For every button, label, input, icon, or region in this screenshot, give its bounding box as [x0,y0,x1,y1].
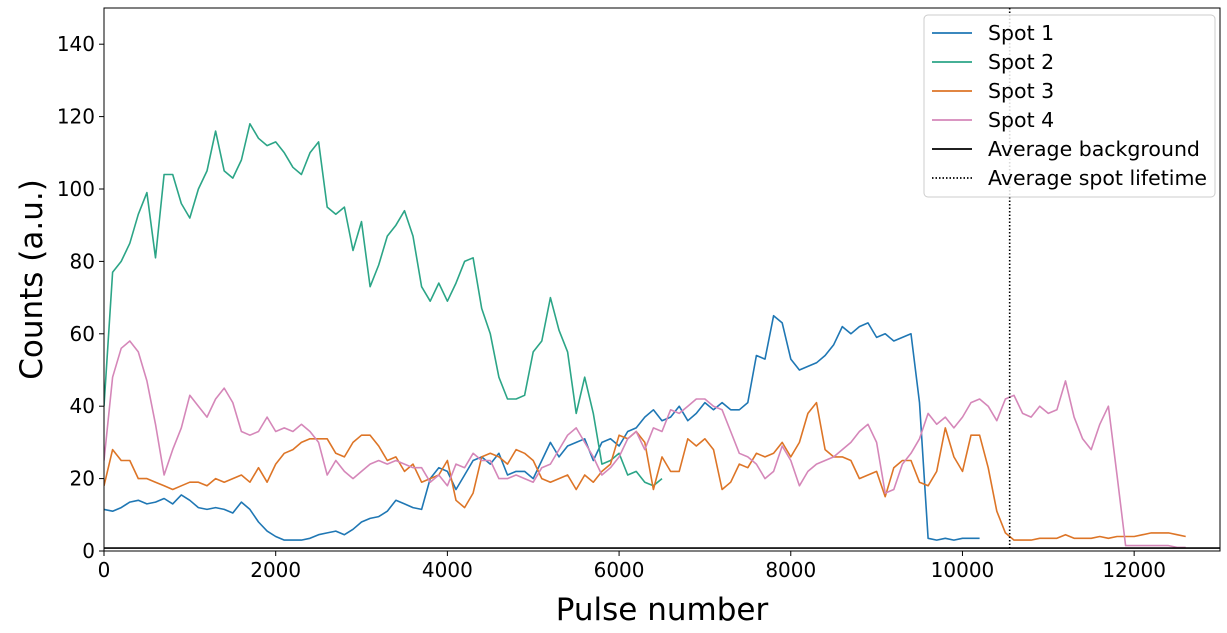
legend-label: Spot 1 [988,21,1054,45]
y-axis-title: Counts (a.u.) [14,179,50,380]
plot-frame [103,7,1221,552]
x-tick-label: 4000 [422,558,473,582]
legend: Spot 1 Spot 2 Spot 3 Spot 4 Average backgrou… [923,14,1216,198]
x-tick-label: 12000 [1102,558,1166,582]
x-tick-label: 8000 [765,558,816,582]
legend-label: Spot 2 [988,50,1054,74]
legend-label: Average spot lifetime [988,166,1207,190]
y-tick-label: 140 [57,32,95,56]
y-tick-label: 80 [70,249,95,273]
legend-label: Spot 3 [988,79,1054,103]
x-tick-label: 6000 [594,558,645,582]
legend-label: Average background [988,137,1200,161]
x-tick-label: 2000 [250,558,301,582]
series-lines [104,8,1220,551]
y-axis: 0 20 40 60 80 100 120 140 [57,32,104,563]
legend-item-average-background: Average background [932,137,1200,161]
series-line-spot-3 [104,401,1186,541]
y-tick-label: 100 [57,177,95,201]
y-tick-label: 40 [70,394,95,418]
legend-item-spot-1: Spot 1 [932,21,1054,45]
legend-item-average-spot-lifetime: Average spot lifetime [932,166,1207,190]
x-tick-label: 0 [98,558,111,582]
legend-item-spot-4: Spot 4 [932,108,1054,132]
plot-area [103,7,1221,552]
series-line-spot-1 [104,314,980,541]
y-tick-label: 120 [57,105,95,129]
legend-label: Spot 4 [988,108,1054,132]
x-axis-title: Pulse number [556,592,769,628]
y-tick-label: 0 [82,539,95,563]
y-tick-label: 20 [70,467,95,491]
x-tick-label: 10000 [931,558,995,582]
legend-box [923,14,1216,198]
y-tick-label: 60 [70,322,95,346]
legend-item-spot-3: Spot 3 [932,79,1054,103]
legend-item-spot-2: Spot 2 [932,50,1054,74]
series-line-spot-4 [104,340,1186,549]
series-line-spot-2 [104,123,663,487]
x-axis: 0 2000 4000 6000 8000 10000 12000 [98,551,1166,582]
